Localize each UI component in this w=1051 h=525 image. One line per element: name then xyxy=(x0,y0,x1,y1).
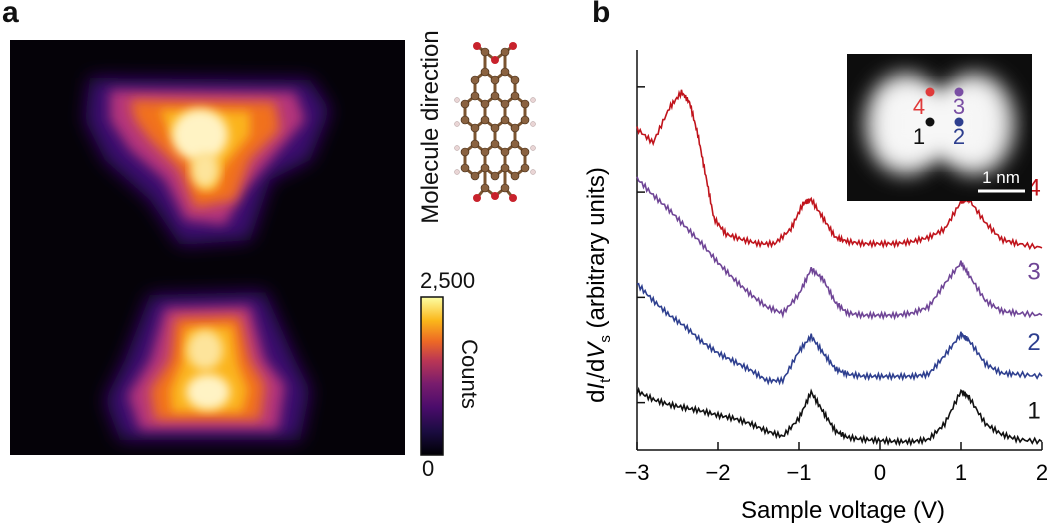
molecule-direction-label: Molecule direction xyxy=(417,30,444,224)
colorbar xyxy=(420,296,444,456)
inset-point-label-4: 4 xyxy=(913,94,925,119)
colorbar-min-label: 0 xyxy=(422,456,435,481)
x-tick-label: −2 xyxy=(705,460,730,485)
x-tick-label: 2 xyxy=(1036,460,1048,485)
colorbar-max-label: 2,500 xyxy=(420,268,476,293)
stm-inset-image: 4 3 1 2 1 nm xyxy=(847,54,1032,201)
series-line-1 xyxy=(636,386,1043,447)
inset-point-2 xyxy=(954,117,964,127)
series-label-1: 1 xyxy=(1027,397,1040,424)
series-label-2: 2 xyxy=(1027,329,1040,356)
series-label-3: 3 xyxy=(1027,258,1040,285)
x-tick-label: 0 xyxy=(874,460,886,485)
x-tick-label: 1 xyxy=(955,460,967,485)
x-axis-label: Sample voltage (V) xyxy=(741,497,945,524)
colorbar-title: Counts xyxy=(457,339,482,409)
heatmap-upper-lobe xyxy=(85,78,330,245)
inset-point-label-1: 1 xyxy=(913,124,925,149)
spectra-chart: −3 −2 −1 0 1 2 1 2 3 4 dIt/dVs (arbitrary units)… xyxy=(583,50,1048,524)
inset-point-label-2: 2 xyxy=(953,124,965,149)
heatmap-lower-lobe xyxy=(105,292,310,440)
series-line-3 xyxy=(636,176,1043,321)
scale-bar-label: 1 nm xyxy=(982,168,1020,187)
inset-point-label-3: 3 xyxy=(953,94,965,119)
inset-point-1 xyxy=(925,117,935,127)
photon-map-heatmap xyxy=(10,40,405,455)
panel-b-label: b xyxy=(592,0,611,29)
inset-point-3 xyxy=(954,87,964,97)
inset-point-4 xyxy=(925,87,935,97)
y-axis-label: dIt/dVs (arbitrary units) xyxy=(583,167,614,403)
panel-a-label: a xyxy=(2,0,19,29)
x-tick-label: −3 xyxy=(624,460,649,485)
x-tick-label: −1 xyxy=(786,460,811,485)
molecule-structure-diagram xyxy=(454,42,536,202)
series-line-2 xyxy=(636,282,1043,386)
